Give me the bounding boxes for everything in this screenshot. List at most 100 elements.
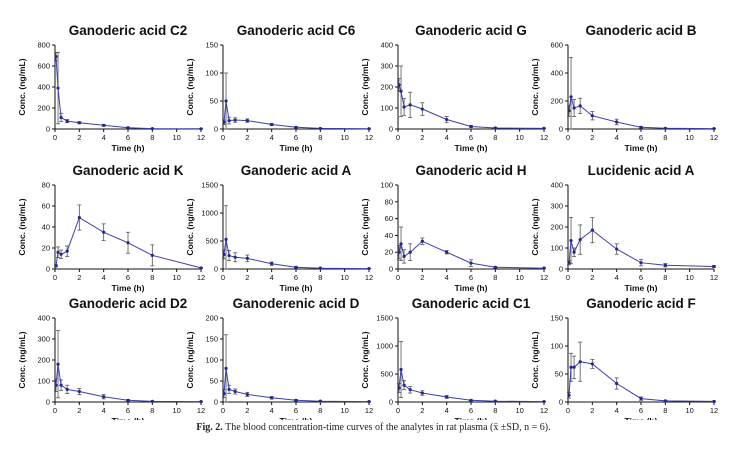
y-tick-label: 400 (550, 69, 563, 78)
data-point (270, 262, 274, 266)
x-tick-label: 2 (245, 133, 249, 142)
y-tick-label: 300 (550, 202, 563, 211)
chart-title: Ganoderic acid C1 (412, 296, 531, 311)
x-tick-label: 6 (294, 273, 298, 282)
data-point (615, 120, 619, 124)
y-tick-label: 20 (42, 244, 50, 253)
data-point (233, 389, 237, 394)
y-axis-label: Conc. (ng/mL) (17, 331, 27, 388)
y-tick-label: 0 (214, 398, 218, 407)
chart-title: Ganoderic acid F (586, 296, 696, 311)
y-tick-label: 1500 (201, 181, 218, 190)
x-tick-label: 4 (102, 273, 106, 282)
y-tick-label: 100 (550, 342, 563, 351)
x-axis-label: Time (h) (625, 416, 658, 420)
chart-panel: Ganoderic acid A 0 500 1000 1500 0 2 4 6 8 10 12 Tim… (185, 163, 373, 293)
data-point (54, 54, 58, 59)
x-tick-label: 6 (294, 133, 298, 142)
x-tick-label: 2 (77, 133, 81, 142)
x-tick-label: 6 (126, 273, 130, 282)
y-tick-label: 20 (385, 248, 393, 257)
y-tick-label: 1500 (376, 314, 393, 323)
x-axis-label: Time (h) (280, 143, 313, 153)
x-tick-label: 2 (420, 406, 424, 415)
data-point (578, 104, 582, 108)
x-axis-label: Time (h) (455, 283, 488, 293)
data-point (56, 250, 60, 254)
data-point (397, 83, 401, 87)
chart-panel: Ganoderic acid F 0 50 100 150 0 2 4 6 8 10 12 Time (… (530, 296, 718, 420)
data-point (367, 127, 371, 131)
data-point (222, 120, 226, 124)
y-tick-label: 100 (205, 356, 218, 365)
data-point (367, 399, 371, 404)
y-axis-label: Conc. (ng/mL) (17, 198, 27, 255)
y-tick-label: 800 (37, 41, 50, 50)
x-tick-label: 4 (445, 406, 449, 415)
x-axis-label: Time (h) (625, 143, 658, 153)
x-tick-label: 0 (221, 406, 225, 415)
chart-title: Lucidenic acid A (588, 163, 695, 178)
y-tick-label: 200 (37, 356, 50, 365)
x-tick-label: 12 (365, 273, 373, 282)
x-tick-label: 2 (245, 406, 249, 415)
data-point (578, 360, 582, 364)
series-line (55, 364, 202, 403)
y-tick-label: 100 (205, 69, 218, 78)
y-tick-label: 80 (385, 197, 393, 206)
x-tick-label: 2 (590, 406, 594, 415)
data-point (54, 383, 58, 387)
x-tick-label: 0 (396, 133, 400, 142)
data-point (222, 392, 226, 396)
data-point (126, 241, 130, 245)
x-tick-label: 8 (663, 406, 667, 415)
data-point (399, 367, 403, 372)
data-point (420, 391, 424, 395)
data-point (150, 399, 154, 403)
x-tick-label: 8 (150, 273, 154, 282)
y-axis-label: Conc. (ng/mL) (360, 58, 370, 115)
y-tick-label: 0 (559, 265, 563, 274)
y-tick-label: 60 (385, 214, 393, 223)
data-point (569, 365, 573, 369)
data-point (615, 381, 619, 386)
x-tick-label: 2 (590, 273, 594, 282)
data-point (569, 95, 573, 99)
x-tick-label: 0 (396, 273, 400, 282)
y-tick-label: 50 (210, 97, 218, 106)
chart-panel: Ganoderic acid B 0 200 400 600 0 2 4 6 8 10 12 Time … (530, 23, 718, 153)
data-point (245, 392, 249, 397)
y-tick-label: 400 (37, 83, 50, 92)
data-point (199, 266, 203, 270)
x-tick-label: 0 (53, 133, 57, 142)
x-axis-label: Time (h) (280, 283, 313, 293)
x-tick-label: 0 (221, 133, 225, 142)
data-point (54, 264, 58, 268)
data-point (270, 396, 274, 400)
data-point (245, 256, 249, 260)
y-axis-label: Conc. (ng/mL) (185, 198, 195, 255)
x-tick-label: 6 (469, 406, 473, 415)
x-tick-label: 0 (53, 406, 57, 415)
x-tick-label: 12 (365, 133, 373, 142)
x-tick-label: 6 (639, 273, 643, 282)
x-tick-label: 6 (126, 133, 130, 142)
y-axis-label: Conc. (ng/mL) (185, 331, 195, 388)
x-tick-label: 10 (340, 273, 348, 282)
y-tick-label: 400 (37, 314, 50, 323)
x-tick-label: 8 (663, 133, 667, 142)
x-tick-label: 4 (615, 273, 619, 282)
data-point (233, 118, 237, 122)
x-tick-label: 0 (566, 273, 570, 282)
x-tick-label: 0 (53, 273, 57, 282)
x-tick-label: 6 (469, 133, 473, 142)
x-tick-label: 12 (540, 406, 548, 415)
chart-panel: Ganoderic acid G 0 100 200 300 400 0 2 4 6 8 10 12 Ti… (360, 23, 548, 153)
y-tick-label: 300 (37, 335, 50, 344)
y-tick-label: 200 (37, 104, 50, 113)
data-point (77, 121, 81, 125)
x-tick-label: 8 (150, 406, 154, 415)
x-tick-label: 4 (270, 133, 274, 142)
y-tick-label: 500 (205, 237, 218, 246)
x-axis-label: Time (h) (112, 283, 145, 293)
